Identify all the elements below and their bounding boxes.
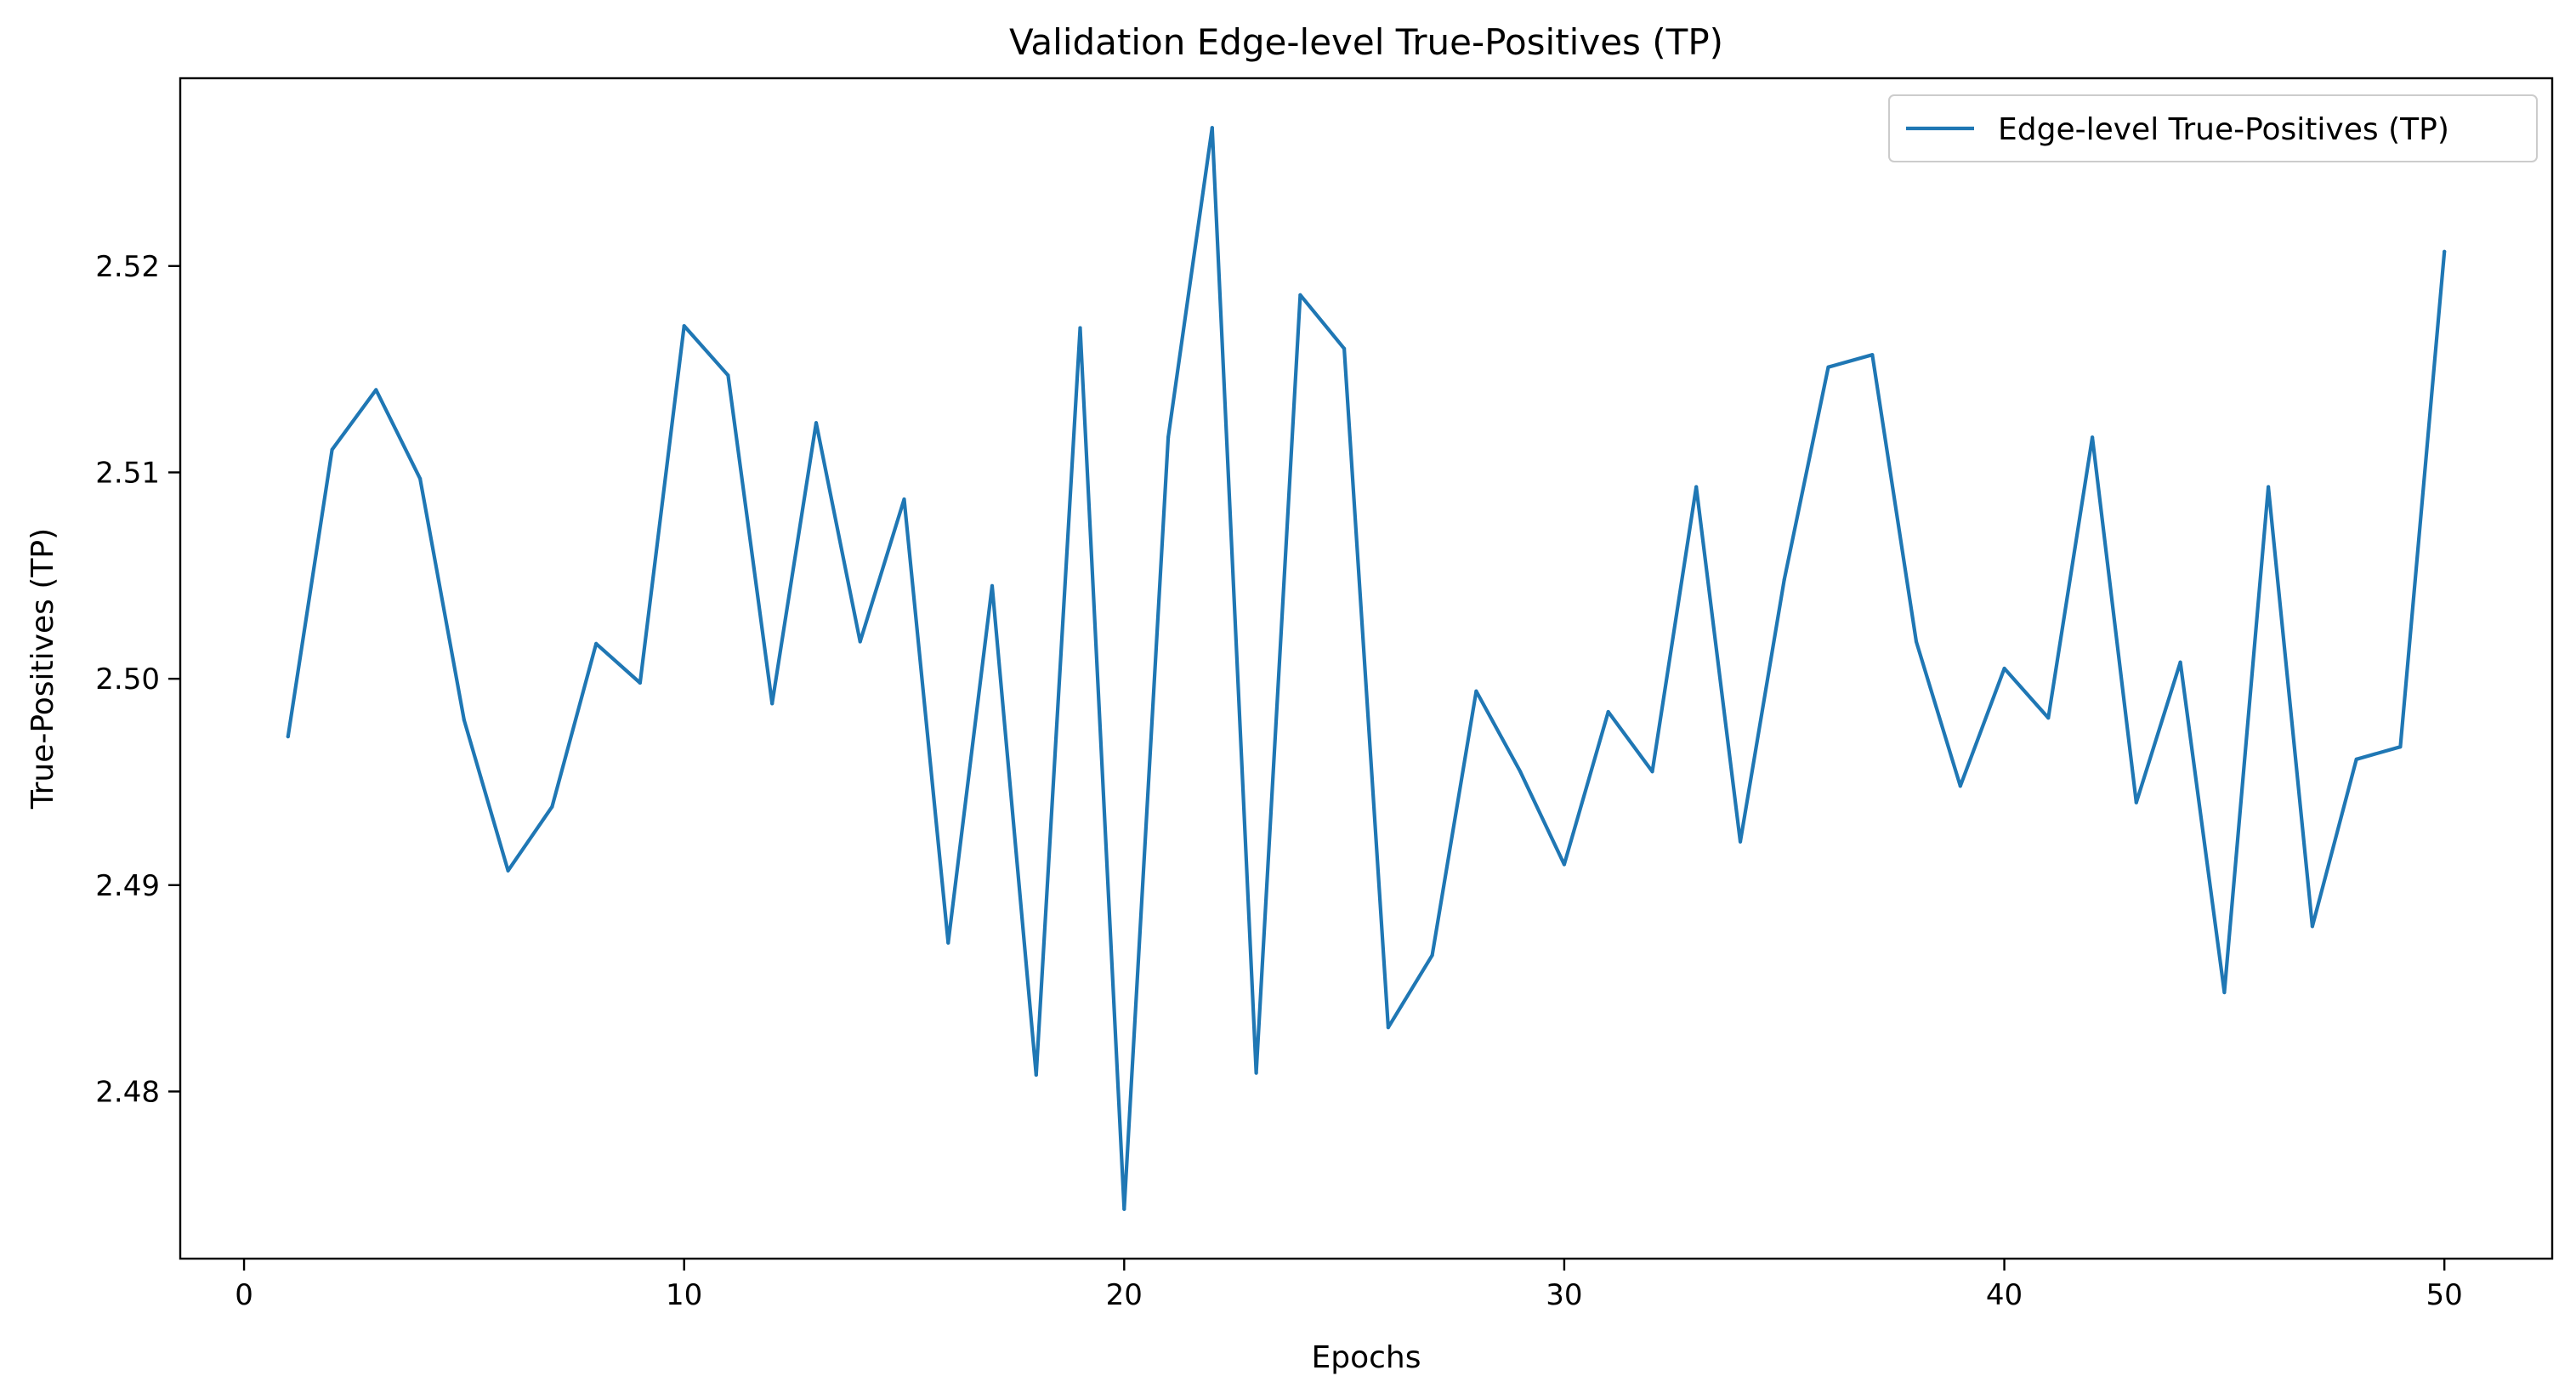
- data-point: [1694, 485, 1699, 489]
- x-tick-label: 30: [1546, 1278, 1582, 1312]
- data-point: [2354, 757, 2358, 761]
- y-tick-label: 2.49: [95, 869, 160, 903]
- data-point: [330, 447, 334, 452]
- data-point: [594, 641, 599, 646]
- data-point: [1474, 689, 1478, 693]
- data-point: [2398, 745, 2403, 749]
- data-point: [946, 941, 950, 945]
- data-point: [2178, 660, 2182, 664]
- data-point: [2091, 435, 2095, 440]
- y-tick-label: 2.51: [95, 456, 160, 490]
- y-axis: 2.48 2.49 2.50 2.51 2.52: [95, 250, 180, 1109]
- data-point: [1298, 293, 1302, 297]
- plot-area: [179, 77, 2554, 1260]
- x-tick-label: 40: [1986, 1278, 2023, 1312]
- data-point: [2443, 249, 2447, 253]
- data-point: [1914, 640, 1919, 644]
- data-point: [2002, 666, 2006, 671]
- data-point: [770, 702, 775, 706]
- x-tick-label: 20: [1106, 1278, 1143, 1312]
- legend-label: Edge-level True-Positives (TP): [1998, 112, 2449, 147]
- x-axis-label: Epochs: [1312, 1340, 1421, 1375]
- data-point: [858, 640, 862, 644]
- data-point: [682, 324, 686, 328]
- data-point: [506, 868, 510, 873]
- data-point: [418, 476, 423, 480]
- data-point: [1166, 435, 1171, 440]
- data-point: [1518, 770, 1523, 774]
- data-point: [1958, 784, 1962, 788]
- data-point: [1342, 346, 1347, 350]
- data-point: [726, 373, 730, 378]
- data-point: [1122, 1207, 1126, 1211]
- data-point: [1254, 1071, 1258, 1075]
- data-point: [638, 680, 643, 685]
- data-point: [1386, 1026, 1390, 1030]
- y-tick-label: 2.48: [95, 1075, 160, 1109]
- x-axis: 0 10 20 30 40 50: [235, 1259, 2463, 1312]
- data-point: [814, 421, 819, 425]
- data-point: [286, 735, 290, 739]
- y-axis-label: True-Positives (TP): [26, 528, 60, 810]
- data-point: [374, 388, 378, 392]
- data-point: [1210, 126, 1214, 130]
- data-point: [1738, 839, 1743, 844]
- data-point: [902, 497, 906, 502]
- legend-box: [1888, 94, 2538, 162]
- data-point: [2310, 924, 2314, 929]
- legend: Edge-level True-Positives (TP): [1888, 94, 2538, 162]
- chart-title: Validation Edge-level True-Positives (TP…: [1009, 21, 1723, 63]
- data-point: [990, 583, 995, 588]
- data-point: [2046, 716, 2051, 720]
- data-point: [1034, 1072, 1038, 1077]
- data-point: [1606, 709, 1610, 714]
- series-line: [286, 126, 2447, 1211]
- data-point: [2134, 800, 2138, 805]
- y-tick-label: 2.52: [95, 250, 160, 284]
- data-point: [2267, 485, 2271, 489]
- data-point: [1826, 365, 1830, 369]
- data-point: [1870, 353, 1875, 357]
- axes-frame: [179, 77, 2554, 1260]
- x-tick-label: 0: [235, 1278, 253, 1312]
- data-point: [1562, 862, 1566, 867]
- data-point: [1782, 577, 1786, 582]
- x-tick-label: 10: [666, 1278, 702, 1312]
- data-point: [1650, 770, 1654, 774]
- y-tick-label: 2.50: [95, 662, 160, 696]
- data-point: [2222, 990, 2227, 995]
- x-tick-label: 50: [2426, 1278, 2463, 1312]
- data-point: [1430, 953, 1434, 958]
- data-point: [462, 718, 467, 722]
- data-point: [1078, 326, 1082, 330]
- data-point: [550, 805, 554, 809]
